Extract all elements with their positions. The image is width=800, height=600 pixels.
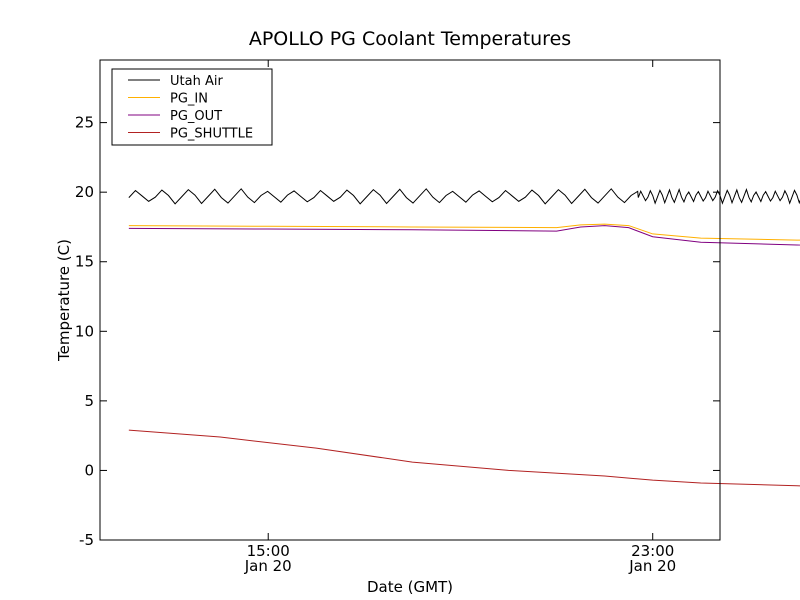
plot-frame xyxy=(99,59,721,541)
legend: Utah Air PG_IN PG_OUT PG_SHUTTLE xyxy=(111,68,273,146)
y-tick-label: 5 xyxy=(84,392,94,410)
legend-label-utah-air: Utah Air xyxy=(170,74,223,89)
y-tick-label: 10 xyxy=(75,322,94,340)
x-tick-date-label: Jan 20 xyxy=(244,557,292,575)
legend-label-pg-out: PG_OUT xyxy=(170,109,222,124)
legend-label-pg-shuttle: PG_SHUTTLE xyxy=(170,127,253,142)
y-tick-label: -5 xyxy=(79,531,94,549)
series-line-utah-air xyxy=(128,187,800,205)
series-line-pg-out xyxy=(128,225,800,246)
plot-area xyxy=(128,187,800,487)
legend-label-pg-in: PG_IN xyxy=(170,92,208,107)
x-tick-time-label: 23:00 xyxy=(631,542,674,560)
x-tick-date-label: Jan 20 xyxy=(628,557,676,575)
y-tick-label: 25 xyxy=(75,114,94,132)
x-tick-time-label: 15:00 xyxy=(247,542,290,560)
series-line-pg-shuttle xyxy=(128,429,800,487)
y-axis-label: Temperature (C) xyxy=(55,239,73,362)
chart-title: APOLLO PG Coolant Temperatures xyxy=(249,28,571,50)
x-axis-label: Date (GMT) xyxy=(367,578,453,596)
series-line-pg-in xyxy=(128,223,800,241)
y-tick-label: 15 xyxy=(75,253,94,271)
y-tick-label: 0 xyxy=(84,461,94,479)
y-tick-label: 20 xyxy=(75,183,94,201)
